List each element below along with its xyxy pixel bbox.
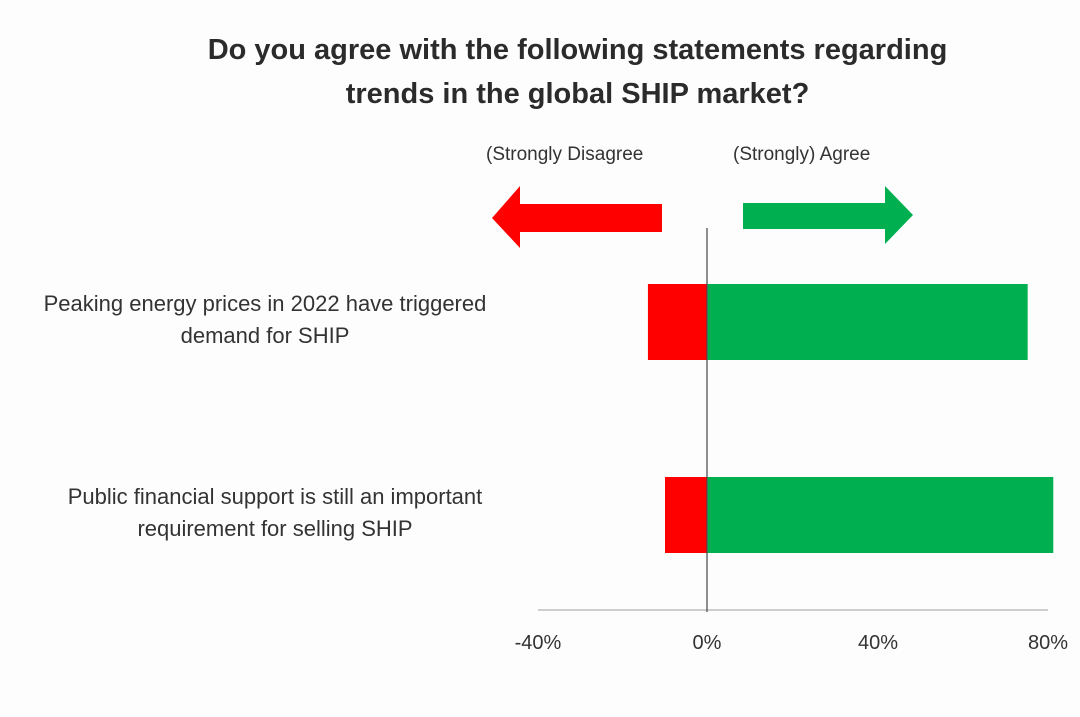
x-tick-label-0: 0% (692, 632, 722, 654)
x-tick-label-neg40: -40% (514, 632, 562, 654)
legend-label-disagree: (Strongly Disagree (486, 144, 644, 165)
chart-title-line-1: Do you agree with the following statemen… (207, 34, 948, 66)
disagree-bar-financial-support (665, 477, 708, 553)
x-tick-label-40: 40% (857, 632, 899, 654)
category-label-financial-support-line-1: Public financial support is still an imp… (67, 484, 483, 509)
category-label-financial-support: Public financial support is still an imp… (10, 481, 540, 545)
legend-label-agree: (Strongly) Agree (733, 144, 871, 165)
category-label-energy-prices: Peaking energy prices in 2022 have trigg… (10, 288, 520, 352)
x-tick-label-80: 80% (1027, 632, 1069, 654)
agree-arrow (743, 186, 913, 244)
category-label-energy-prices-line-2: demand for SHIP (180, 323, 350, 348)
chart-title-line-2: trends in the global SHIP market? (345, 78, 810, 110)
disagree-arrow (492, 186, 662, 248)
category-label-energy-prices-line-1: Peaking energy prices in 2022 have trigg… (43, 291, 487, 316)
chart-title: Do you agree with the following statemen… (0, 28, 1080, 116)
agree-bar-financial-support (707, 477, 1054, 553)
disagree-bar-energy-prices (647, 284, 708, 360)
category-label-financial-support-line-2: requirement for selling SHIP (137, 516, 413, 541)
agree-bar-energy-prices (707, 284, 1028, 360)
